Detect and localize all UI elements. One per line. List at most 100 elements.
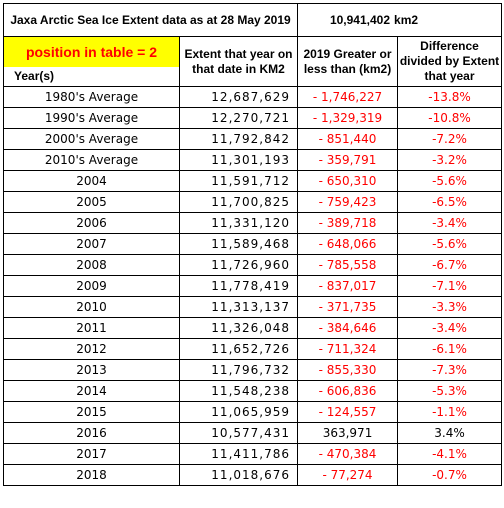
extent-cell[interactable]: 10,577,431 bbox=[178, 422, 299, 444]
difference-cell[interactable]: - 359,791 bbox=[297, 149, 399, 171]
difference-cell[interactable]: - 785,558 bbox=[297, 254, 399, 276]
difference-cell[interactable]: - 711,324 bbox=[297, 338, 399, 360]
difference-cell[interactable]: - 470,384 bbox=[297, 443, 399, 465]
difference-cell[interactable]: - 389,718 bbox=[297, 212, 399, 234]
difference-cell[interactable]: - 384,646 bbox=[297, 317, 399, 339]
year-label-cell[interactable]: 2005 bbox=[3, 191, 180, 213]
table-row: 2000's Average 11,792,842- 851,440 -7.2% bbox=[3, 128, 503, 150]
year-label-cell[interactable]: 2010's Average bbox=[3, 149, 180, 171]
year-label-cell[interactable]: 2013 bbox=[3, 359, 180, 381]
ratio-cell[interactable]: -3.2% bbox=[397, 149, 503, 171]
year-label-cell[interactable]: 2004 bbox=[3, 170, 180, 192]
extent-cell[interactable]: 11,326,048 bbox=[178, 317, 299, 339]
difference-cell[interactable]: - 837,017 bbox=[297, 275, 399, 297]
extent-cell[interactable]: 11,700,825 bbox=[178, 191, 299, 213]
year-header[interactable]: Year(s) bbox=[3, 66, 180, 87]
current-extent-value: 10,941,402 bbox=[329, 13, 391, 27]
ratio-cell[interactable]: -3.4% bbox=[397, 212, 503, 234]
year-label-cell[interactable]: 2017 bbox=[3, 443, 180, 465]
year-label-cell[interactable]: 2015 bbox=[3, 401, 180, 423]
ratio-cell[interactable]: -6.7% bbox=[397, 254, 503, 276]
extent-cell[interactable]: 11,018,676 bbox=[178, 464, 299, 486]
year-label-cell[interactable]: 2014 bbox=[3, 380, 180, 402]
year-label-cell[interactable]: 2018 bbox=[3, 464, 180, 486]
ratio-cell[interactable]: -0.7% bbox=[397, 464, 503, 486]
ratio-cell[interactable]: -3.3% bbox=[397, 296, 503, 318]
table-row: 1980's Average 12,687,629- 1,746,227 -13.8… bbox=[3, 86, 503, 108]
table-row: 2010's Average 11,301,193- 359,791 -3.2% bbox=[3, 149, 503, 171]
difference-cell[interactable]: - 851,440 bbox=[297, 128, 399, 150]
table-title[interactable]: Jaxa Arctic Sea Ice Extent data as at 28… bbox=[2, 3, 299, 37]
extent-cell[interactable]: 11,778,419 bbox=[178, 275, 299, 297]
extent-cell[interactable]: 11,652,726 bbox=[178, 338, 299, 360]
extent-cell[interactable]: 11,589,468 bbox=[178, 233, 299, 255]
year-label-cell[interactable]: 2010 bbox=[3, 296, 180, 318]
ratio-cell[interactable]: -13.8% bbox=[397, 86, 503, 108]
ratio-cell[interactable]: -7.1% bbox=[397, 275, 503, 297]
extent-cell[interactable]: 11,796,732 bbox=[178, 359, 299, 381]
extent-cell[interactable]: 11,591,712 bbox=[178, 170, 299, 192]
table-row: 2007 11,589,468- 648,066 -5.6% bbox=[3, 233, 503, 255]
year-label-cell[interactable]: 2012 bbox=[3, 338, 180, 360]
ratio-cell[interactable]: -6.1% bbox=[397, 338, 503, 360]
year-label-cell[interactable]: 1980's Average bbox=[3, 86, 180, 108]
difference-cell[interactable]: 363,971 bbox=[297, 422, 399, 444]
ratio-header[interactable]: Difference divided by Extent that year bbox=[397, 36, 503, 87]
table-row: 2016 10,577,431 363,971 3.4% bbox=[3, 422, 503, 444]
extent-cell[interactable]: 11,792,842 bbox=[178, 128, 299, 150]
ratio-cell[interactable]: -5.3% bbox=[397, 380, 503, 402]
extent-cell[interactable]: 11,065,959 bbox=[178, 401, 299, 423]
extent-cell[interactable]: 11,313,137 bbox=[178, 296, 299, 318]
table-row: 2013 11,796,732- 855,330 -7.3% bbox=[3, 359, 503, 381]
difference-cell[interactable]: - 759,423 bbox=[297, 191, 399, 213]
year-label-cell[interactable]: 2007 bbox=[3, 233, 180, 255]
extent-cell[interactable]: 12,270,721 bbox=[178, 107, 299, 129]
ratio-cell[interactable]: -1.1% bbox=[397, 401, 503, 423]
diff-header[interactable]: 2019 Greater or less than (km2) bbox=[297, 36, 399, 87]
difference-cell[interactable]: - 371,735 bbox=[297, 296, 399, 318]
extent-cell[interactable]: 11,411,786 bbox=[178, 443, 299, 465]
position-label[interactable]: position in table = 2 bbox=[3, 36, 180, 67]
difference-cell[interactable]: - 650,310 bbox=[297, 170, 399, 192]
ratio-cell[interactable]: -5.6% bbox=[397, 170, 503, 192]
extent-cell[interactable]: 11,548,238 bbox=[178, 380, 299, 402]
ratio-cell[interactable]: -6.5% bbox=[397, 191, 503, 213]
ratio-cell[interactable]: -4.1% bbox=[397, 443, 503, 465]
extent-cell[interactable]: 11,301,193 bbox=[178, 149, 299, 171]
difference-cell[interactable]: - 855,330 bbox=[297, 359, 399, 381]
ratio-cell[interactable]: -10.8% bbox=[397, 107, 503, 129]
difference-cell[interactable]: - 606,836 bbox=[297, 380, 399, 402]
table-row: 2012 11,652,726- 711,324 -6.1% bbox=[3, 338, 503, 360]
difference-cell[interactable]: - 77,274 bbox=[297, 464, 399, 486]
header-row: position in table = 2 Extent that year o… bbox=[3, 36, 503, 87]
extent-header[interactable]: Extent that year on that date in KM2 bbox=[178, 36, 299, 87]
table-row: 2010 11,313,137- 371,735 -3.3% bbox=[3, 296, 503, 318]
sea-ice-table: Jaxa Arctic Sea Ice Extent data as at 28… bbox=[2, 3, 503, 486]
ratio-cell[interactable]: -7.3% bbox=[397, 359, 503, 381]
difference-cell[interactable]: - 1,746,227 bbox=[297, 86, 399, 108]
extent-cell[interactable]: 11,726,960 bbox=[178, 254, 299, 276]
difference-cell[interactable]: - 648,066 bbox=[297, 233, 399, 255]
extent-cell[interactable]: 12,687,629 bbox=[178, 86, 299, 108]
year-label-cell[interactable]: 2011 bbox=[3, 317, 180, 339]
ratio-cell[interactable]: -3.4% bbox=[397, 317, 503, 339]
year-label-cell[interactable]: 2006 bbox=[3, 212, 180, 234]
ratio-cell[interactable]: -7.2% bbox=[397, 128, 503, 150]
table-row: 2014 11,548,238- 606,836 -5.3% bbox=[3, 380, 503, 402]
table-row: 2008 11,726,960- 785,558 -6.7% bbox=[3, 254, 503, 276]
year-label-cell[interactable]: 2008 bbox=[3, 254, 180, 276]
current-extent-unit: km2 bbox=[394, 13, 419, 27]
ratio-cell[interactable]: -5.6% bbox=[397, 233, 503, 255]
difference-cell[interactable]: - 124,557 bbox=[297, 401, 399, 423]
current-extent-cell[interactable]: 10,941,402 km2 bbox=[297, 3, 503, 37]
table-row: 2011 11,326,048- 384,646 -3.4% bbox=[3, 317, 503, 339]
table-row: 2009 11,778,419- 837,017 -7.1% bbox=[3, 275, 503, 297]
ratio-cell[interactable]: 3.4% bbox=[397, 422, 503, 444]
extent-cell[interactable]: 11,331,120 bbox=[178, 212, 299, 234]
year-label-cell[interactable]: 1990's Average bbox=[3, 107, 180, 129]
difference-cell[interactable]: - 1,329,319 bbox=[297, 107, 399, 129]
year-label-cell[interactable]: 2016 bbox=[3, 422, 180, 444]
table-row: 2004 11,591,712- 650,310 -5.6% bbox=[3, 170, 503, 192]
year-label-cell[interactable]: 2009 bbox=[3, 275, 180, 297]
year-label-cell[interactable]: 2000's Average bbox=[3, 128, 180, 150]
